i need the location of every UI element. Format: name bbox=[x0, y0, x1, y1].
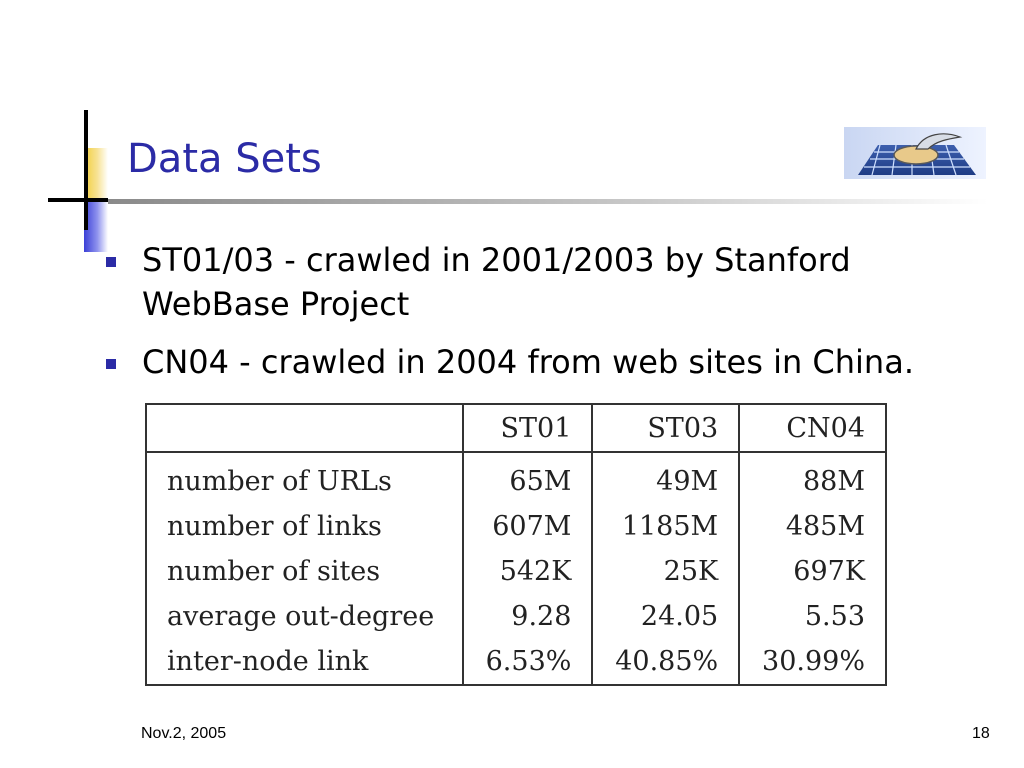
square-bullet-icon bbox=[106, 257, 116, 267]
decor-vertical-line bbox=[84, 110, 88, 230]
title-underline bbox=[108, 199, 988, 204]
table-cell: 25K bbox=[591, 549, 741, 594]
table-header-row: ST01 ST03 CN04 bbox=[145, 404, 887, 453]
datasets-table: ST01 ST03 CN04 number of URLs 65M 49M 88… bbox=[145, 403, 887, 686]
table-cell: 40.85% bbox=[591, 639, 741, 685]
column-header-cn04: CN04 bbox=[738, 404, 887, 453]
slide-title: Data Sets bbox=[127, 136, 322, 182]
table-cell: 49M bbox=[591, 452, 741, 504]
table-cell: 607M bbox=[461, 504, 594, 549]
row-label: number of sites bbox=[145, 549, 464, 594]
table-row: number of sites 542K 25K 697K bbox=[145, 549, 887, 594]
table-cell: 485M bbox=[738, 504, 887, 549]
bullet-item: CN04 - crawled in 2004 from web sites in… bbox=[104, 340, 1004, 384]
page-number: 18 bbox=[972, 725, 990, 742]
row-label: number of URLs bbox=[145, 452, 464, 504]
row-label: number of links bbox=[145, 504, 464, 549]
table-row: number of links 607M 1185M 485M bbox=[145, 504, 887, 549]
row-label: inter-node link bbox=[145, 639, 464, 685]
table-cell: 5.53 bbox=[738, 594, 887, 639]
table-corner-cell bbox=[145, 404, 464, 453]
table-row: inter-node link 6.53% 40.85% 30.99% bbox=[145, 639, 887, 685]
square-bullet-icon bbox=[106, 359, 116, 369]
table-cell: 65M bbox=[461, 452, 594, 504]
table-row: average out-degree 9.28 24.05 5.53 bbox=[145, 594, 887, 639]
bullet-list: ST01/03 - crawled in 2001/2003 by Stanfo… bbox=[104, 238, 1004, 398]
table-cell: 24.05 bbox=[591, 594, 741, 639]
bullet-item: ST01/03 - crawled in 2001/2003 by Stanfo… bbox=[104, 238, 1004, 326]
footer-date: Nov.2, 2005 bbox=[141, 725, 227, 742]
table-cell: 6.53% bbox=[461, 639, 594, 685]
conference-logo-icon bbox=[844, 127, 986, 179]
table-cell: 697K bbox=[738, 549, 887, 594]
decor-horizontal-line bbox=[48, 198, 108, 202]
table-cell: 9.28 bbox=[461, 594, 594, 639]
column-header-st03: ST03 bbox=[591, 404, 741, 453]
table-cell: 542K bbox=[461, 549, 594, 594]
decor-gold-bar bbox=[84, 148, 108, 200]
table-cell: 1185M bbox=[591, 504, 741, 549]
column-header-st01: ST01 bbox=[461, 404, 594, 453]
table-row: number of URLs 65M 49M 88M bbox=[145, 452, 887, 504]
bullet-text: CN04 - crawled in 2004 from web sites in… bbox=[142, 343, 914, 381]
bullet-text: ST01/03 - crawled in 2001/2003 by Stanfo… bbox=[142, 241, 851, 323]
row-label: average out-degree bbox=[145, 594, 464, 639]
table-cell: 88M bbox=[738, 452, 887, 504]
table-cell: 30.99% bbox=[738, 639, 887, 685]
